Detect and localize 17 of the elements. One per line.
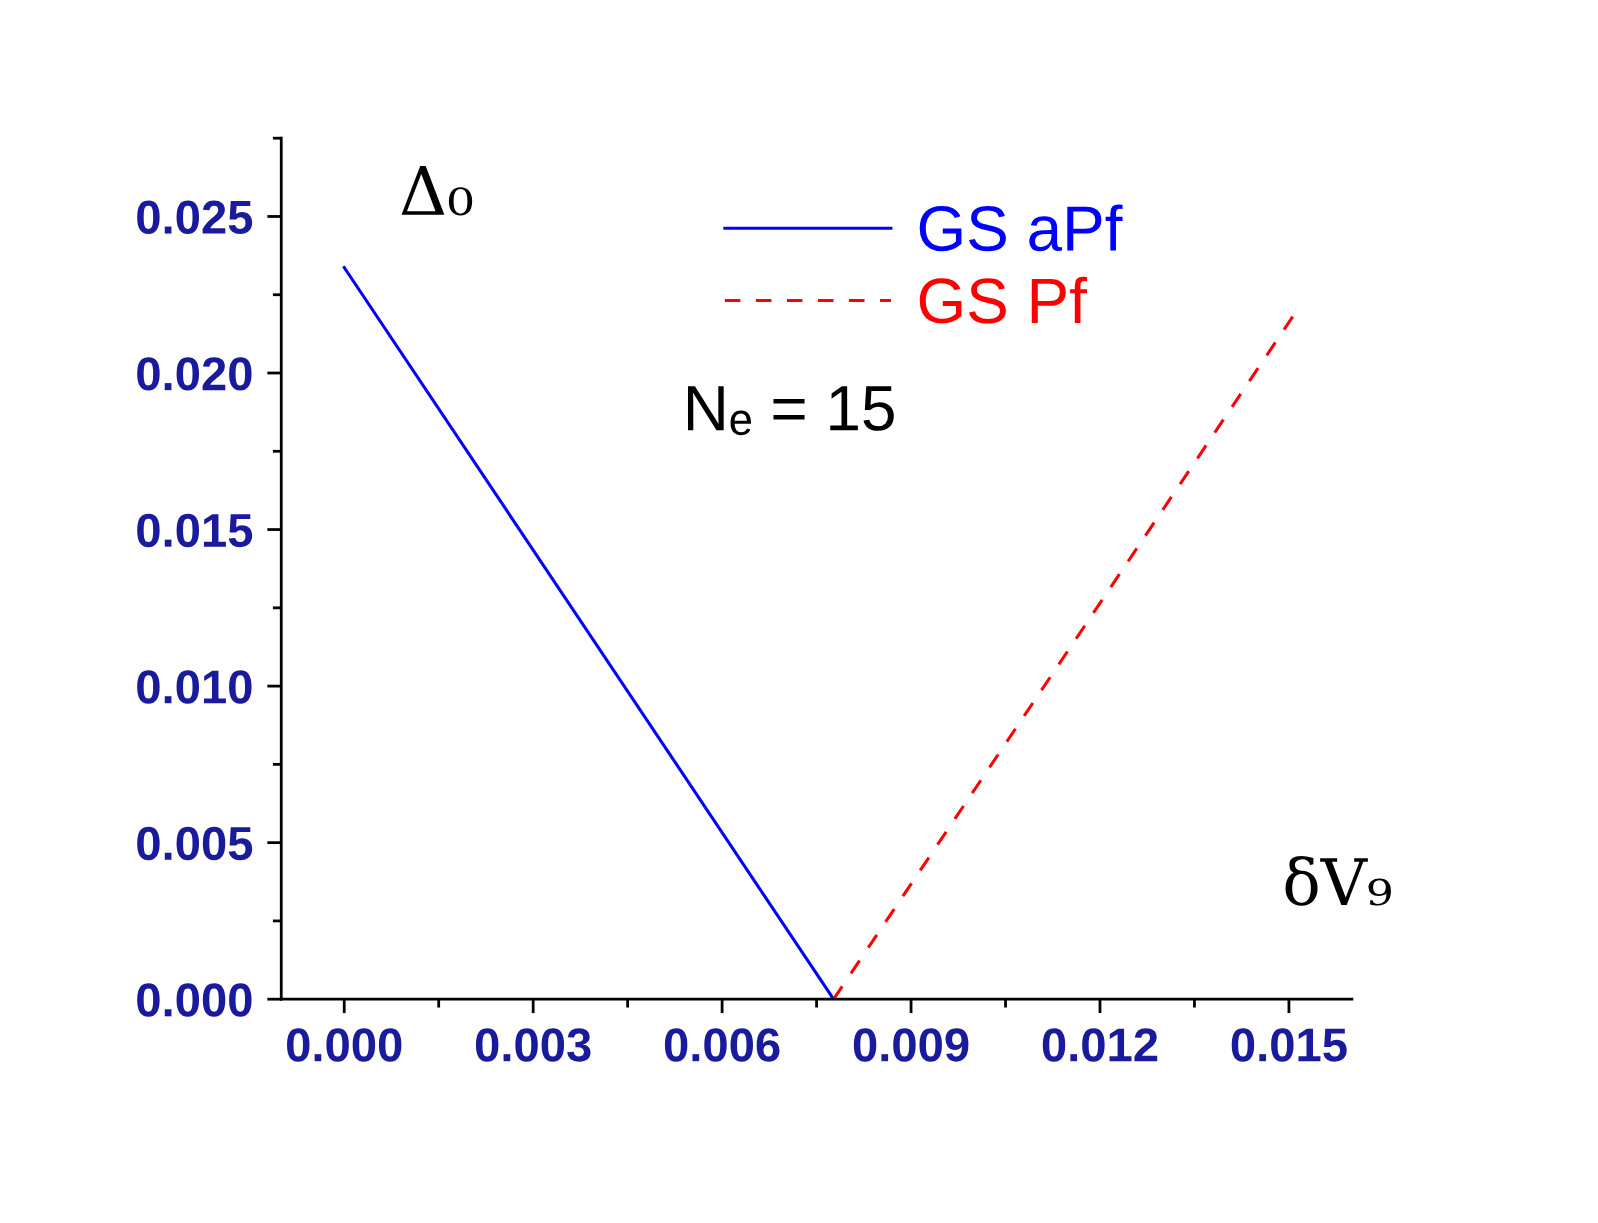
x-axis-title: δV₉	[1285, 856, 1391, 906]
y-tick-label: 0.005	[137, 826, 253, 861]
y-tick-label: 0.025	[137, 200, 253, 235]
legend-label: GS aPf	[919, 204, 1123, 252]
annotation: Nₑ = 15	[687, 386, 894, 436]
x-tick-label: 0.006	[664, 1028, 780, 1062]
y-tick-label: 0.015	[137, 513, 253, 548]
y-axis-title: Δ₀	[401, 166, 473, 216]
legend-label: GS Pf	[919, 276, 1088, 324]
x-tick-label: 0.015	[1231, 1028, 1347, 1062]
x-tick-label: 0.000	[287, 1028, 402, 1062]
x-tick-label: 0.009	[853, 1028, 969, 1062]
y-tick-label: 0.010	[137, 670, 252, 704]
y-tick-label: 0.000	[137, 983, 252, 1017]
x-tick-label: 0.012	[1042, 1028, 1158, 1062]
y-tick-label: 0.020	[137, 357, 252, 391]
x-tick-label: 0.003	[475, 1028, 591, 1062]
